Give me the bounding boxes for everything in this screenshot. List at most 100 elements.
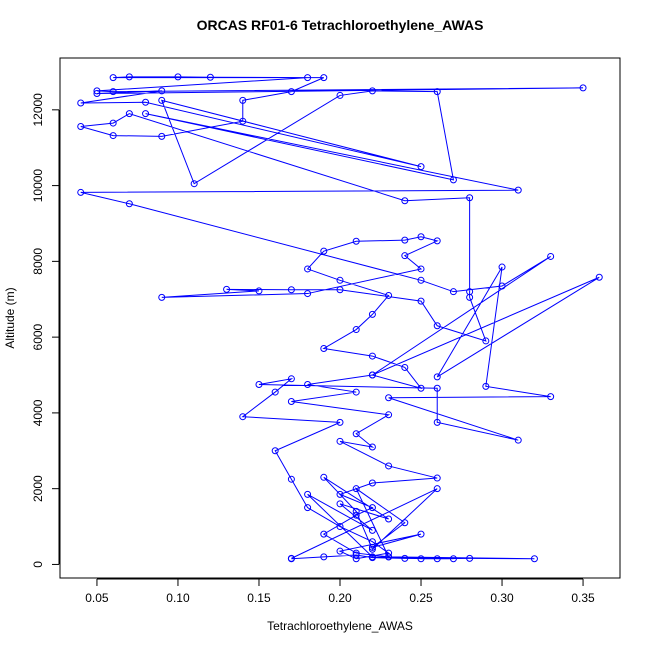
data-point <box>304 265 312 273</box>
data-point <box>433 322 441 330</box>
data-point <box>385 411 393 419</box>
data-point <box>352 237 360 245</box>
data-point <box>174 73 182 81</box>
data-point <box>287 475 295 483</box>
data-point <box>93 87 101 95</box>
data-line <box>80 76 600 560</box>
data-point <box>401 197 409 205</box>
data-point <box>125 110 133 118</box>
data-point <box>352 326 360 334</box>
data-point <box>449 288 457 296</box>
data-point <box>401 554 409 562</box>
data-point <box>93 90 101 98</box>
y-tick-label: 0 <box>31 561 45 568</box>
data-point <box>433 474 441 482</box>
data-point <box>368 526 376 534</box>
data-point <box>368 87 376 95</box>
y-tick-label: 8000 <box>31 248 45 275</box>
data-point <box>433 373 441 381</box>
data-point <box>239 117 247 125</box>
data-point <box>336 500 344 508</box>
data-point <box>514 186 522 194</box>
data-point <box>466 194 474 202</box>
data-point <box>417 233 425 241</box>
data-point <box>368 504 376 512</box>
data-point <box>352 507 360 515</box>
data-point <box>336 418 344 426</box>
data-point <box>368 310 376 318</box>
data-point <box>449 555 457 563</box>
data-point <box>368 443 376 451</box>
data-point <box>385 553 393 561</box>
data-point <box>320 74 328 82</box>
data-point <box>417 530 425 538</box>
y-tick-label: 2000 <box>31 475 45 502</box>
data-point <box>125 73 133 81</box>
data-point <box>579 84 587 92</box>
data-point <box>482 337 490 345</box>
data-point <box>77 122 85 130</box>
data-point <box>466 288 474 296</box>
data-point <box>109 132 117 140</box>
data-point <box>320 247 328 255</box>
data-point <box>304 504 312 512</box>
plot-frame <box>59 57 621 579</box>
data-point <box>271 447 279 455</box>
data-point <box>255 287 263 295</box>
data-point <box>417 163 425 171</box>
data-point <box>142 98 150 106</box>
data-point <box>287 554 295 562</box>
x-tick-label: 0.05 <box>85 591 109 605</box>
data-point <box>352 555 360 563</box>
data-point <box>304 380 312 388</box>
data-point <box>449 176 457 184</box>
data-point <box>336 286 344 294</box>
data-point <box>368 479 376 487</box>
data-point <box>368 352 376 360</box>
data-point <box>433 88 441 96</box>
data-point <box>158 87 166 95</box>
data-point <box>109 74 117 82</box>
data-point <box>498 282 506 290</box>
data-point <box>304 74 312 82</box>
data-point <box>287 286 295 294</box>
data-point <box>498 263 506 271</box>
y-axis-title: Altitude (m) <box>3 287 17 348</box>
data-point <box>368 553 376 561</box>
data-point <box>320 344 328 352</box>
x-tick-label: 0.30 <box>490 591 514 605</box>
data-point <box>352 388 360 396</box>
data-point <box>433 555 441 563</box>
data-point <box>482 382 490 390</box>
data-point <box>158 96 166 104</box>
data-point <box>433 418 441 426</box>
data-point <box>417 297 425 305</box>
x-tick-label: 0.15 <box>247 591 271 605</box>
data-point <box>385 462 393 470</box>
data-point <box>433 237 441 245</box>
x-axis-title: Tetrachloroethylene_AWAS <box>267 619 413 633</box>
data-point <box>385 515 393 523</box>
data-point <box>368 371 376 379</box>
y-tick-label: 6000 <box>31 323 45 350</box>
data-point <box>530 555 538 563</box>
data-point <box>77 99 85 107</box>
data-point <box>417 555 425 563</box>
data-point <box>417 265 425 273</box>
data-point <box>320 553 328 561</box>
data-point <box>304 490 312 498</box>
data-point <box>352 551 360 559</box>
data-point <box>417 384 425 392</box>
data-point <box>547 393 555 401</box>
data-point <box>287 375 295 383</box>
data-point <box>223 285 231 293</box>
data-point <box>320 530 328 538</box>
data-point <box>206 73 214 81</box>
data-point <box>433 384 441 392</box>
data-point <box>336 276 344 284</box>
data-point <box>287 88 295 96</box>
data-point <box>336 91 344 99</box>
data-point <box>352 511 360 519</box>
data-point <box>595 273 603 281</box>
